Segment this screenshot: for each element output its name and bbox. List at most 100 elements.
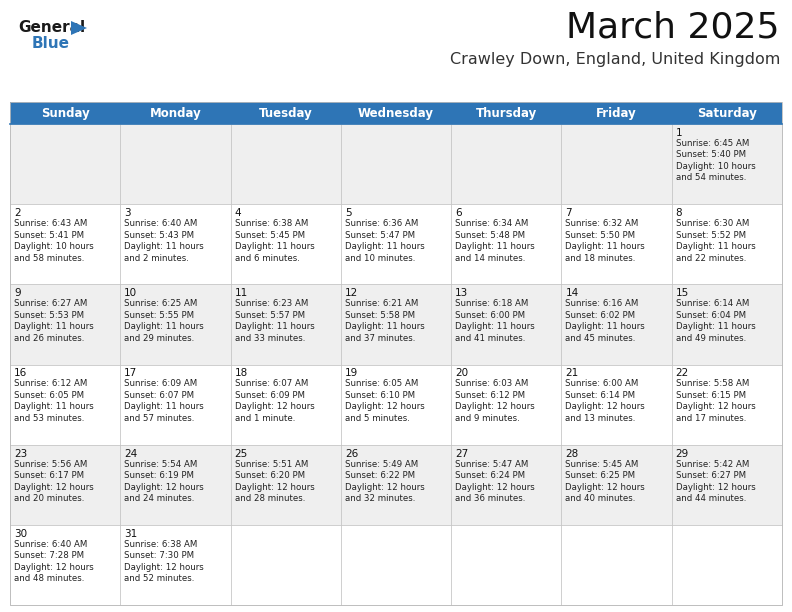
Text: Sunrise: 6:43 AM
Sunset: 5:41 PM
Daylight: 10 hours
and 58 minutes.: Sunrise: 6:43 AM Sunset: 5:41 PM Dayligh… bbox=[14, 219, 93, 263]
Bar bbox=[120, 365, 230, 445]
Text: Sunrise: 6:38 AM
Sunset: 7:30 PM
Daylight: 12 hours
and 52 minutes.: Sunrise: 6:38 AM Sunset: 7:30 PM Dayligh… bbox=[124, 540, 204, 583]
Text: Sunrise: 6:14 AM
Sunset: 6:04 PM
Daylight: 11 hours
and 49 minutes.: Sunrise: 6:14 AM Sunset: 6:04 PM Dayligh… bbox=[676, 299, 756, 343]
Text: 3: 3 bbox=[124, 208, 131, 218]
Bar bbox=[10, 525, 120, 605]
Text: Sunrise: 6:30 AM
Sunset: 5:52 PM
Daylight: 11 hours
and 22 minutes.: Sunrise: 6:30 AM Sunset: 5:52 PM Dayligh… bbox=[676, 219, 756, 263]
Bar bbox=[562, 124, 672, 204]
Bar bbox=[562, 365, 672, 445]
Bar bbox=[10, 124, 120, 204]
Text: 29: 29 bbox=[676, 449, 689, 458]
Bar bbox=[341, 204, 451, 285]
Text: Thursday: Thursday bbox=[476, 106, 537, 119]
Text: Monday: Monday bbox=[150, 106, 201, 119]
Text: 16: 16 bbox=[14, 368, 27, 378]
Text: Sunrise: 5:42 AM
Sunset: 6:27 PM
Daylight: 12 hours
and 44 minutes.: Sunrise: 5:42 AM Sunset: 6:27 PM Dayligh… bbox=[676, 460, 756, 503]
Bar bbox=[10, 204, 120, 285]
Bar bbox=[120, 204, 230, 285]
Text: 2: 2 bbox=[14, 208, 21, 218]
Text: Sunrise: 5:45 AM
Sunset: 6:25 PM
Daylight: 12 hours
and 40 minutes.: Sunrise: 5:45 AM Sunset: 6:25 PM Dayligh… bbox=[565, 460, 645, 503]
Text: Sunrise: 6:07 AM
Sunset: 6:09 PM
Daylight: 12 hours
and 1 minute.: Sunrise: 6:07 AM Sunset: 6:09 PM Dayligh… bbox=[234, 379, 314, 423]
Bar bbox=[672, 204, 782, 285]
Text: Sunrise: 5:51 AM
Sunset: 6:20 PM
Daylight: 12 hours
and 28 minutes.: Sunrise: 5:51 AM Sunset: 6:20 PM Dayligh… bbox=[234, 460, 314, 503]
Text: Sunrise: 5:56 AM
Sunset: 6:17 PM
Daylight: 12 hours
and 20 minutes.: Sunrise: 5:56 AM Sunset: 6:17 PM Dayligh… bbox=[14, 460, 93, 503]
Text: Sunday: Sunday bbox=[40, 106, 89, 119]
Text: Sunrise: 6:00 AM
Sunset: 6:14 PM
Daylight: 12 hours
and 13 minutes.: Sunrise: 6:00 AM Sunset: 6:14 PM Dayligh… bbox=[565, 379, 645, 423]
Text: 30: 30 bbox=[14, 529, 27, 539]
Text: Blue: Blue bbox=[32, 37, 70, 51]
Bar bbox=[230, 365, 341, 445]
Bar bbox=[230, 445, 341, 525]
Bar bbox=[120, 285, 230, 365]
Text: 28: 28 bbox=[565, 449, 579, 458]
Text: March 2025: March 2025 bbox=[566, 10, 780, 44]
Text: 23: 23 bbox=[14, 449, 27, 458]
Text: 12: 12 bbox=[345, 288, 358, 298]
Text: Crawley Down, England, United Kingdom: Crawley Down, England, United Kingdom bbox=[450, 52, 780, 67]
Text: Sunrise: 6:32 AM
Sunset: 5:50 PM
Daylight: 11 hours
and 18 minutes.: Sunrise: 6:32 AM Sunset: 5:50 PM Dayligh… bbox=[565, 219, 645, 263]
Text: Friday: Friday bbox=[596, 106, 637, 119]
Text: Sunrise: 6:40 AM
Sunset: 5:43 PM
Daylight: 11 hours
and 2 minutes.: Sunrise: 6:40 AM Sunset: 5:43 PM Dayligh… bbox=[124, 219, 204, 263]
Text: 21: 21 bbox=[565, 368, 579, 378]
Bar bbox=[230, 124, 341, 204]
Text: Sunrise: 6:18 AM
Sunset: 6:00 PM
Daylight: 11 hours
and 41 minutes.: Sunrise: 6:18 AM Sunset: 6:00 PM Dayligh… bbox=[455, 299, 535, 343]
Text: Sunrise: 6:03 AM
Sunset: 6:12 PM
Daylight: 12 hours
and 9 minutes.: Sunrise: 6:03 AM Sunset: 6:12 PM Dayligh… bbox=[455, 379, 535, 423]
Bar bbox=[10, 102, 782, 124]
Text: 5: 5 bbox=[345, 208, 352, 218]
Bar bbox=[672, 285, 782, 365]
Bar bbox=[562, 204, 672, 285]
Bar bbox=[10, 102, 782, 605]
Text: 27: 27 bbox=[455, 449, 468, 458]
Bar bbox=[451, 285, 562, 365]
Text: Sunrise: 6:34 AM
Sunset: 5:48 PM
Daylight: 11 hours
and 14 minutes.: Sunrise: 6:34 AM Sunset: 5:48 PM Dayligh… bbox=[455, 219, 535, 263]
Bar bbox=[451, 365, 562, 445]
Bar bbox=[341, 445, 451, 525]
Text: 1: 1 bbox=[676, 128, 683, 138]
Text: Sunrise: 6:23 AM
Sunset: 5:57 PM
Daylight: 11 hours
and 33 minutes.: Sunrise: 6:23 AM Sunset: 5:57 PM Dayligh… bbox=[234, 299, 314, 343]
Text: 20: 20 bbox=[455, 368, 468, 378]
Text: 7: 7 bbox=[565, 208, 572, 218]
Bar bbox=[120, 124, 230, 204]
Text: General: General bbox=[18, 20, 85, 35]
Bar bbox=[341, 285, 451, 365]
Text: 6: 6 bbox=[455, 208, 462, 218]
Text: 11: 11 bbox=[234, 288, 248, 298]
Bar bbox=[120, 445, 230, 525]
Text: Sunrise: 6:05 AM
Sunset: 6:10 PM
Daylight: 12 hours
and 5 minutes.: Sunrise: 6:05 AM Sunset: 6:10 PM Dayligh… bbox=[345, 379, 425, 423]
Bar bbox=[230, 204, 341, 285]
Text: Sunrise: 5:47 AM
Sunset: 6:24 PM
Daylight: 12 hours
and 36 minutes.: Sunrise: 5:47 AM Sunset: 6:24 PM Dayligh… bbox=[455, 460, 535, 503]
Text: 22: 22 bbox=[676, 368, 689, 378]
Text: 15: 15 bbox=[676, 288, 689, 298]
Text: 10: 10 bbox=[124, 288, 137, 298]
Text: 18: 18 bbox=[234, 368, 248, 378]
Bar bbox=[120, 525, 230, 605]
Text: Wednesday: Wednesday bbox=[358, 106, 434, 119]
Text: 25: 25 bbox=[234, 449, 248, 458]
Text: 26: 26 bbox=[345, 449, 358, 458]
Bar bbox=[672, 124, 782, 204]
Text: Sunrise: 5:58 AM
Sunset: 6:15 PM
Daylight: 12 hours
and 17 minutes.: Sunrise: 5:58 AM Sunset: 6:15 PM Dayligh… bbox=[676, 379, 756, 423]
Bar bbox=[451, 204, 562, 285]
Text: Sunrise: 6:25 AM
Sunset: 5:55 PM
Daylight: 11 hours
and 29 minutes.: Sunrise: 6:25 AM Sunset: 5:55 PM Dayligh… bbox=[124, 299, 204, 343]
Bar bbox=[230, 525, 341, 605]
Bar bbox=[451, 525, 562, 605]
Text: Sunrise: 6:36 AM
Sunset: 5:47 PM
Daylight: 11 hours
and 10 minutes.: Sunrise: 6:36 AM Sunset: 5:47 PM Dayligh… bbox=[345, 219, 425, 263]
Bar bbox=[672, 365, 782, 445]
Text: Saturday: Saturday bbox=[697, 106, 757, 119]
Text: Sunrise: 6:09 AM
Sunset: 6:07 PM
Daylight: 11 hours
and 57 minutes.: Sunrise: 6:09 AM Sunset: 6:07 PM Dayligh… bbox=[124, 379, 204, 423]
Text: 31: 31 bbox=[124, 529, 138, 539]
Text: Sunrise: 6:45 AM
Sunset: 5:40 PM
Daylight: 10 hours
and 54 minutes.: Sunrise: 6:45 AM Sunset: 5:40 PM Dayligh… bbox=[676, 139, 756, 182]
Text: 14: 14 bbox=[565, 288, 579, 298]
Text: 4: 4 bbox=[234, 208, 242, 218]
Text: Sunrise: 6:16 AM
Sunset: 6:02 PM
Daylight: 11 hours
and 45 minutes.: Sunrise: 6:16 AM Sunset: 6:02 PM Dayligh… bbox=[565, 299, 645, 343]
Bar bbox=[562, 445, 672, 525]
Bar bbox=[341, 525, 451, 605]
Bar bbox=[672, 525, 782, 605]
Text: Sunrise: 5:54 AM
Sunset: 6:19 PM
Daylight: 12 hours
and 24 minutes.: Sunrise: 5:54 AM Sunset: 6:19 PM Dayligh… bbox=[124, 460, 204, 503]
Bar bbox=[562, 525, 672, 605]
Text: Sunrise: 6:27 AM
Sunset: 5:53 PM
Daylight: 11 hours
and 26 minutes.: Sunrise: 6:27 AM Sunset: 5:53 PM Dayligh… bbox=[14, 299, 93, 343]
Text: Sunrise: 5:49 AM
Sunset: 6:22 PM
Daylight: 12 hours
and 32 minutes.: Sunrise: 5:49 AM Sunset: 6:22 PM Dayligh… bbox=[345, 460, 425, 503]
Bar bbox=[672, 445, 782, 525]
Text: 9: 9 bbox=[14, 288, 21, 298]
Bar bbox=[341, 124, 451, 204]
Text: Sunrise: 6:40 AM
Sunset: 7:28 PM
Daylight: 12 hours
and 48 minutes.: Sunrise: 6:40 AM Sunset: 7:28 PM Dayligh… bbox=[14, 540, 93, 583]
